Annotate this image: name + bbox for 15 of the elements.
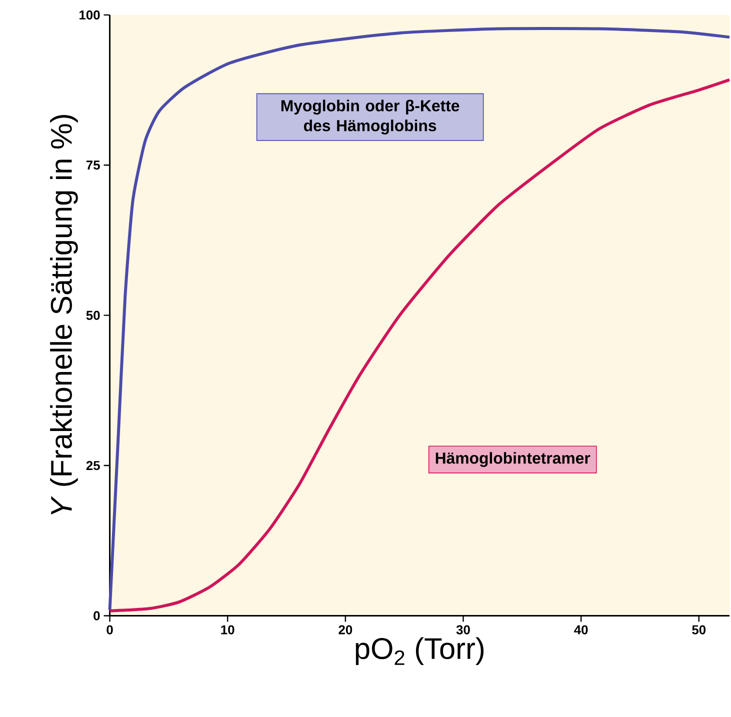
y-tick-label: 50: [86, 310, 100, 320]
annotation: Myoglobin oder β-Kette des Hämoglobins: [281, 100, 460, 135]
y-axis-title: Y (Fraktionelle Sättigung in %): [50, 115, 78, 515]
x-tick-label: 50: [692, 625, 706, 635]
x-axis-title: pO$_{2}$ (Torr): [356, 637, 484, 666]
x-tick-label: 40: [574, 625, 588, 635]
y-tick-label: 0: [94, 611, 100, 621]
x-tick-label: 10: [221, 625, 234, 635]
x-tick-label: 20: [338, 625, 352, 635]
x-tick-label: 0: [106, 625, 113, 635]
x-tick-label: 30: [456, 625, 470, 635]
y-tick-label: 100: [80, 10, 100, 20]
annotation: Hämoglobintetramer: [436, 452, 590, 468]
y-tick-label: 25: [86, 461, 100, 470]
y-tick-label: 75: [86, 160, 100, 170]
